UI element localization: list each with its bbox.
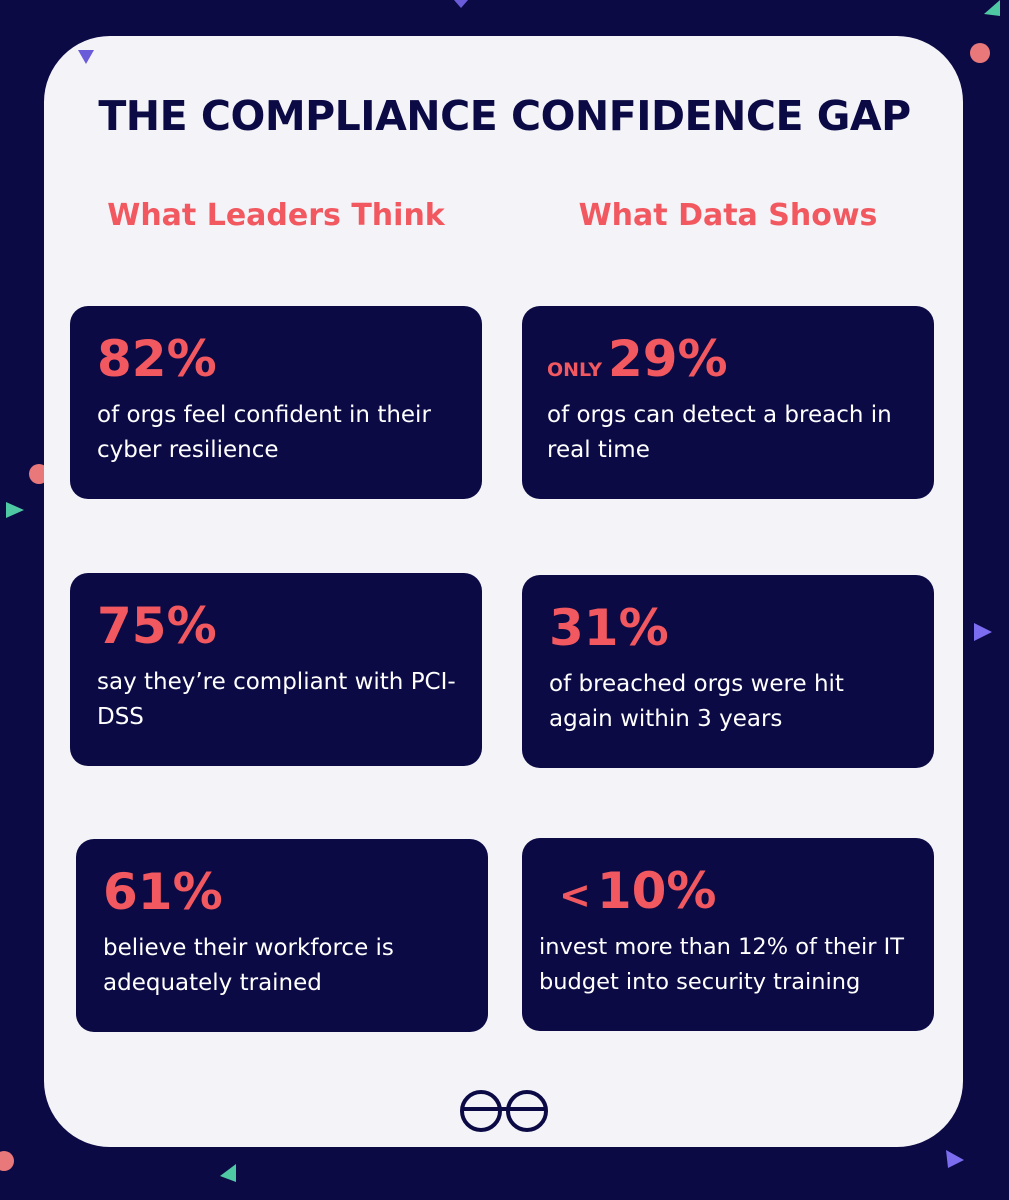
- triangle-decoration-icon: [974, 623, 992, 641]
- stat-card-leaders-training: 61% believe their workforce is adequatel…: [76, 839, 488, 1032]
- stat-value: 61%: [103, 863, 223, 921]
- column-heading-leaders: What Leaders Think: [107, 198, 445, 233]
- circle-decoration-icon: [970, 43, 990, 63]
- stat-prefix: ONLY: [547, 359, 602, 381]
- triangle-decoration-icon: [220, 1164, 236, 1182]
- stat-value: 75%: [97, 597, 217, 655]
- stat-card-leaders-confidence: 82% of orgs feel confident in their cybe…: [70, 306, 482, 499]
- stat-description: of orgs feel confident in their cyber re…: [97, 402, 431, 463]
- stat-value: 29%: [607, 330, 728, 388]
- stat-prefix: <: [559, 873, 591, 917]
- triangle-decoration-icon: [984, 0, 1000, 16]
- column-heading-data: What Data Shows: [578, 198, 878, 233]
- stat-card-data-detection: ONLY 29% of orgs can detect a breach in …: [522, 306, 934, 499]
- stat-description: of orgs can detect a breach in real time: [547, 402, 892, 463]
- stat-value: 82%: [97, 330, 217, 388]
- stat-description: believe their workforce is adequately tr…: [103, 935, 394, 996]
- stat-description: say they’re compliant with PCI-DSS: [97, 669, 456, 730]
- page-title: THE COMPLIANCE CONFIDENCE GAP: [98, 92, 911, 140]
- stat-card-leaders-compliance: 75% say they’re compliant with PCI-DSS: [70, 573, 482, 766]
- triangle-decoration-icon: [6, 502, 24, 518]
- stat-value: 31%: [549, 599, 669, 657]
- triangle-decoration-icon: [946, 1150, 964, 1168]
- circle-decoration-icon: [0, 1151, 14, 1171]
- triangle-decoration-icon: [78, 50, 94, 64]
- stat-card-data-training-budget: < 10% invest more than 12% of their IT b…: [522, 838, 934, 1031]
- glasses-icon: [460, 1090, 548, 1132]
- stat-card-data-repeat-breach: 31% of breached orgs were hit again with…: [522, 575, 934, 768]
- stat-description: of breached orgs were hit again within 3…: [549, 671, 844, 732]
- triangle-decoration-icon: [454, 0, 468, 8]
- stat-value: 10%: [596, 862, 717, 920]
- stat-description: invest more than 12% of their IT budget …: [539, 934, 905, 995]
